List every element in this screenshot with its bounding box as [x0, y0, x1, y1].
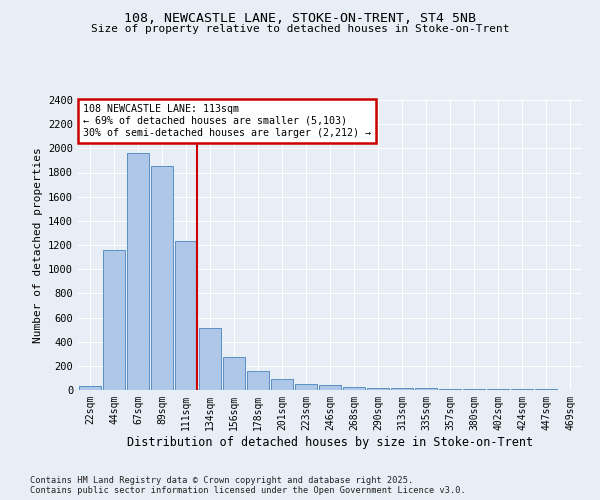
- Bar: [439, 389, 461, 390]
- Bar: [415, 388, 437, 390]
- Text: Size of property relative to detached houses in Stoke-on-Trent: Size of property relative to detached ho…: [91, 24, 509, 34]
- Bar: [463, 389, 485, 390]
- Bar: [367, 388, 389, 390]
- Bar: [487, 389, 509, 390]
- Bar: [295, 384, 317, 390]
- Bar: [175, 242, 197, 390]
- X-axis label: Distribution of detached houses by size in Stoke-on-Trent: Distribution of detached houses by size …: [127, 436, 533, 448]
- Bar: [319, 385, 341, 390]
- Text: 108 NEWCASTLE LANE: 113sqm
← 69% of detached houses are smaller (5,103)
30% of s: 108 NEWCASTLE LANE: 113sqm ← 69% of deta…: [83, 104, 371, 138]
- Text: 108, NEWCASTLE LANE, STOKE-ON-TRENT, ST4 5NB: 108, NEWCASTLE LANE, STOKE-ON-TRENT, ST4…: [124, 12, 476, 26]
- Bar: [343, 387, 365, 390]
- Bar: [391, 388, 413, 390]
- Bar: [223, 358, 245, 390]
- Bar: [79, 386, 101, 390]
- Bar: [247, 372, 269, 390]
- Y-axis label: Number of detached properties: Number of detached properties: [32, 147, 43, 343]
- Bar: [127, 153, 149, 390]
- Bar: [103, 250, 125, 390]
- Text: Contains HM Land Registry data © Crown copyright and database right 2025.
Contai: Contains HM Land Registry data © Crown c…: [30, 476, 466, 495]
- Bar: [151, 166, 173, 390]
- Bar: [271, 379, 293, 390]
- Bar: [199, 328, 221, 390]
